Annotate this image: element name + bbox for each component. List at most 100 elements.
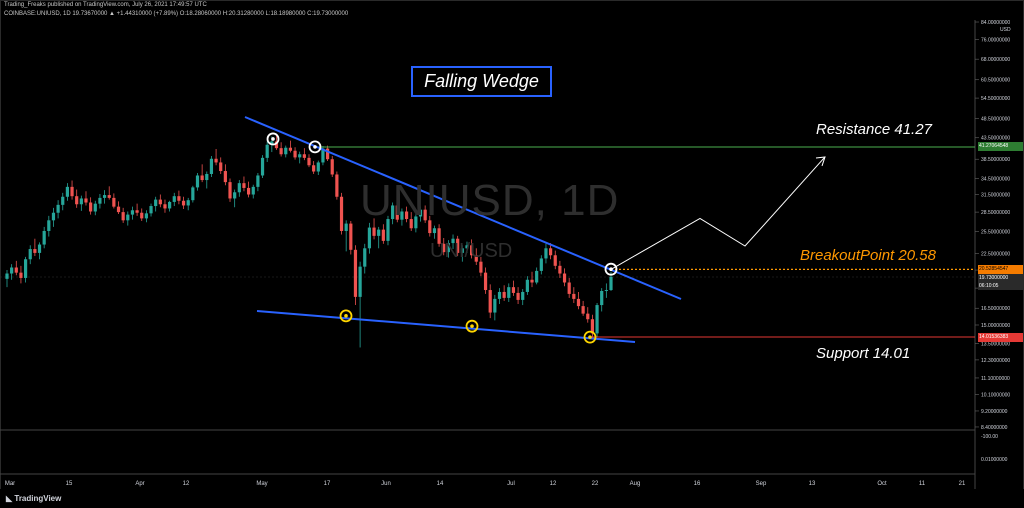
candle-body[interactable] [265, 144, 269, 158]
candle-body[interactable] [144, 213, 148, 219]
candle-body[interactable] [535, 270, 539, 283]
candle-body[interactable] [307, 157, 311, 166]
tradingview-logo[interactable]: ◣ TradingView [6, 494, 61, 503]
candle-body[interactable] [488, 290, 492, 313]
candle-body[interactable] [23, 259, 28, 278]
candle-body[interactable] [116, 206, 121, 213]
candle-body[interactable] [102, 195, 107, 198]
candle-body[interactable] [330, 159, 334, 175]
support-annotation[interactable]: Support 14.01 [816, 345, 911, 362]
chart-title[interactable]: Falling Wedge [411, 66, 552, 97]
candle-body[interactable] [590, 319, 595, 334]
candle-body[interactable] [600, 290, 604, 306]
candle-body[interactable] [604, 290, 608, 292]
candle-body[interactable] [10, 267, 14, 274]
candle-body[interactable] [386, 219, 390, 241]
candle-body[interactable] [339, 196, 344, 231]
marker-breakout[interactable] [604, 262, 618, 276]
projection-path[interactable] [610, 156, 826, 270]
breakout-annotation[interactable]: BreakoutPoint 20.58 [800, 247, 936, 264]
candle-body[interactable] [446, 243, 450, 253]
candle-body[interactable] [404, 211, 409, 220]
candle-body[interactable] [149, 206, 153, 214]
candle-body[interactable] [168, 201, 172, 209]
candle-body[interactable] [219, 162, 223, 172]
candle-body[interactable] [539, 258, 543, 271]
candle-body[interactable] [432, 228, 437, 234]
candle-body[interactable] [205, 173, 209, 181]
candle-body[interactable] [135, 210, 139, 213]
candle-body[interactable] [247, 187, 251, 195]
candle-body[interactable] [316, 162, 320, 172]
candle-body[interactable] [521, 291, 525, 300]
candle-body[interactable] [130, 210, 135, 215]
candle-body[interactable] [121, 212, 125, 221]
candle-body[interactable] [89, 202, 93, 212]
candle-body[interactable] [516, 292, 520, 300]
candle-body[interactable] [363, 248, 367, 267]
candle-body[interactable] [98, 197, 102, 204]
candle-body[interactable] [567, 282, 571, 294]
candle-body[interactable] [530, 279, 534, 283]
candle-body[interactable] [140, 212, 144, 219]
candle-body[interactable] [460, 248, 464, 253]
candle-body[interactable] [381, 229, 385, 241]
candle-body[interactable] [549, 248, 553, 256]
marker-high-1[interactable] [266, 132, 280, 146]
candle-body[interactable] [474, 255, 478, 262]
candle-body[interactable] [511, 287, 516, 293]
candle-body[interactable] [191, 187, 195, 201]
candle-body[interactable] [335, 174, 339, 197]
candle-body[interactable] [367, 227, 371, 249]
candle-body[interactable] [414, 216, 418, 229]
candle-body[interactable] [451, 238, 455, 244]
candle-body[interactable] [233, 192, 237, 199]
candle-body[interactable] [479, 261, 483, 273]
candle-body[interactable] [349, 223, 353, 250]
candle-body[interactable] [251, 186, 255, 195]
candle-body[interactable] [126, 214, 130, 221]
candle-body[interactable] [377, 229, 381, 236]
candle-body[interactable] [200, 175, 204, 181]
candle-body[interactable] [260, 157, 265, 176]
candle-body[interactable] [428, 220, 432, 234]
candle-body[interactable] [61, 196, 65, 205]
marker-low-1[interactable] [339, 309, 353, 323]
candle-body[interactable] [572, 293, 576, 299]
candle-body[interactable] [456, 238, 460, 253]
candle-body[interactable] [75, 196, 79, 205]
candle-body[interactable] [195, 175, 200, 188]
candle-body[interactable] [228, 182, 232, 199]
candle-body[interactable] [325, 148, 330, 160]
candle-body[interactable] [186, 200, 190, 206]
candle-body[interactable] [483, 272, 488, 291]
candle-body[interactable] [37, 244, 42, 253]
candle-body[interactable] [497, 291, 502, 299]
candle-body[interactable] [553, 255, 557, 266]
candle-body[interactable] [465, 245, 469, 249]
candle-body[interactable] [409, 219, 413, 229]
candle-body[interactable] [293, 150, 297, 158]
candle-body[interactable] [274, 141, 279, 149]
candle-body[interactable] [112, 197, 116, 207]
marker-high-2[interactable] [308, 140, 322, 154]
candle-body[interactable] [177, 196, 181, 201]
candle-body[interactable] [493, 298, 497, 313]
candle-body[interactable] [79, 198, 83, 205]
candle-body[interactable] [470, 245, 474, 256]
candle-body[interactable] [298, 154, 302, 158]
candle-body[interactable] [163, 204, 167, 209]
candle-body[interactable] [84, 198, 88, 203]
candle-body[interactable] [158, 199, 162, 205]
candle-body[interactable] [237, 183, 241, 193]
candle-body[interactable] [507, 287, 511, 298]
candle-body[interactable] [154, 199, 158, 207]
candle-body[interactable] [595, 305, 599, 334]
candle-body[interactable] [442, 243, 446, 253]
candle-body[interactable] [437, 228, 441, 244]
candle-body[interactable] [28, 249, 32, 260]
candle-body[interactable] [181, 200, 186, 206]
candle-body[interactable] [279, 148, 283, 155]
candle-body[interactable] [288, 147, 293, 151]
resistance-annotation[interactable]: Resistance 41.27 [816, 121, 932, 138]
